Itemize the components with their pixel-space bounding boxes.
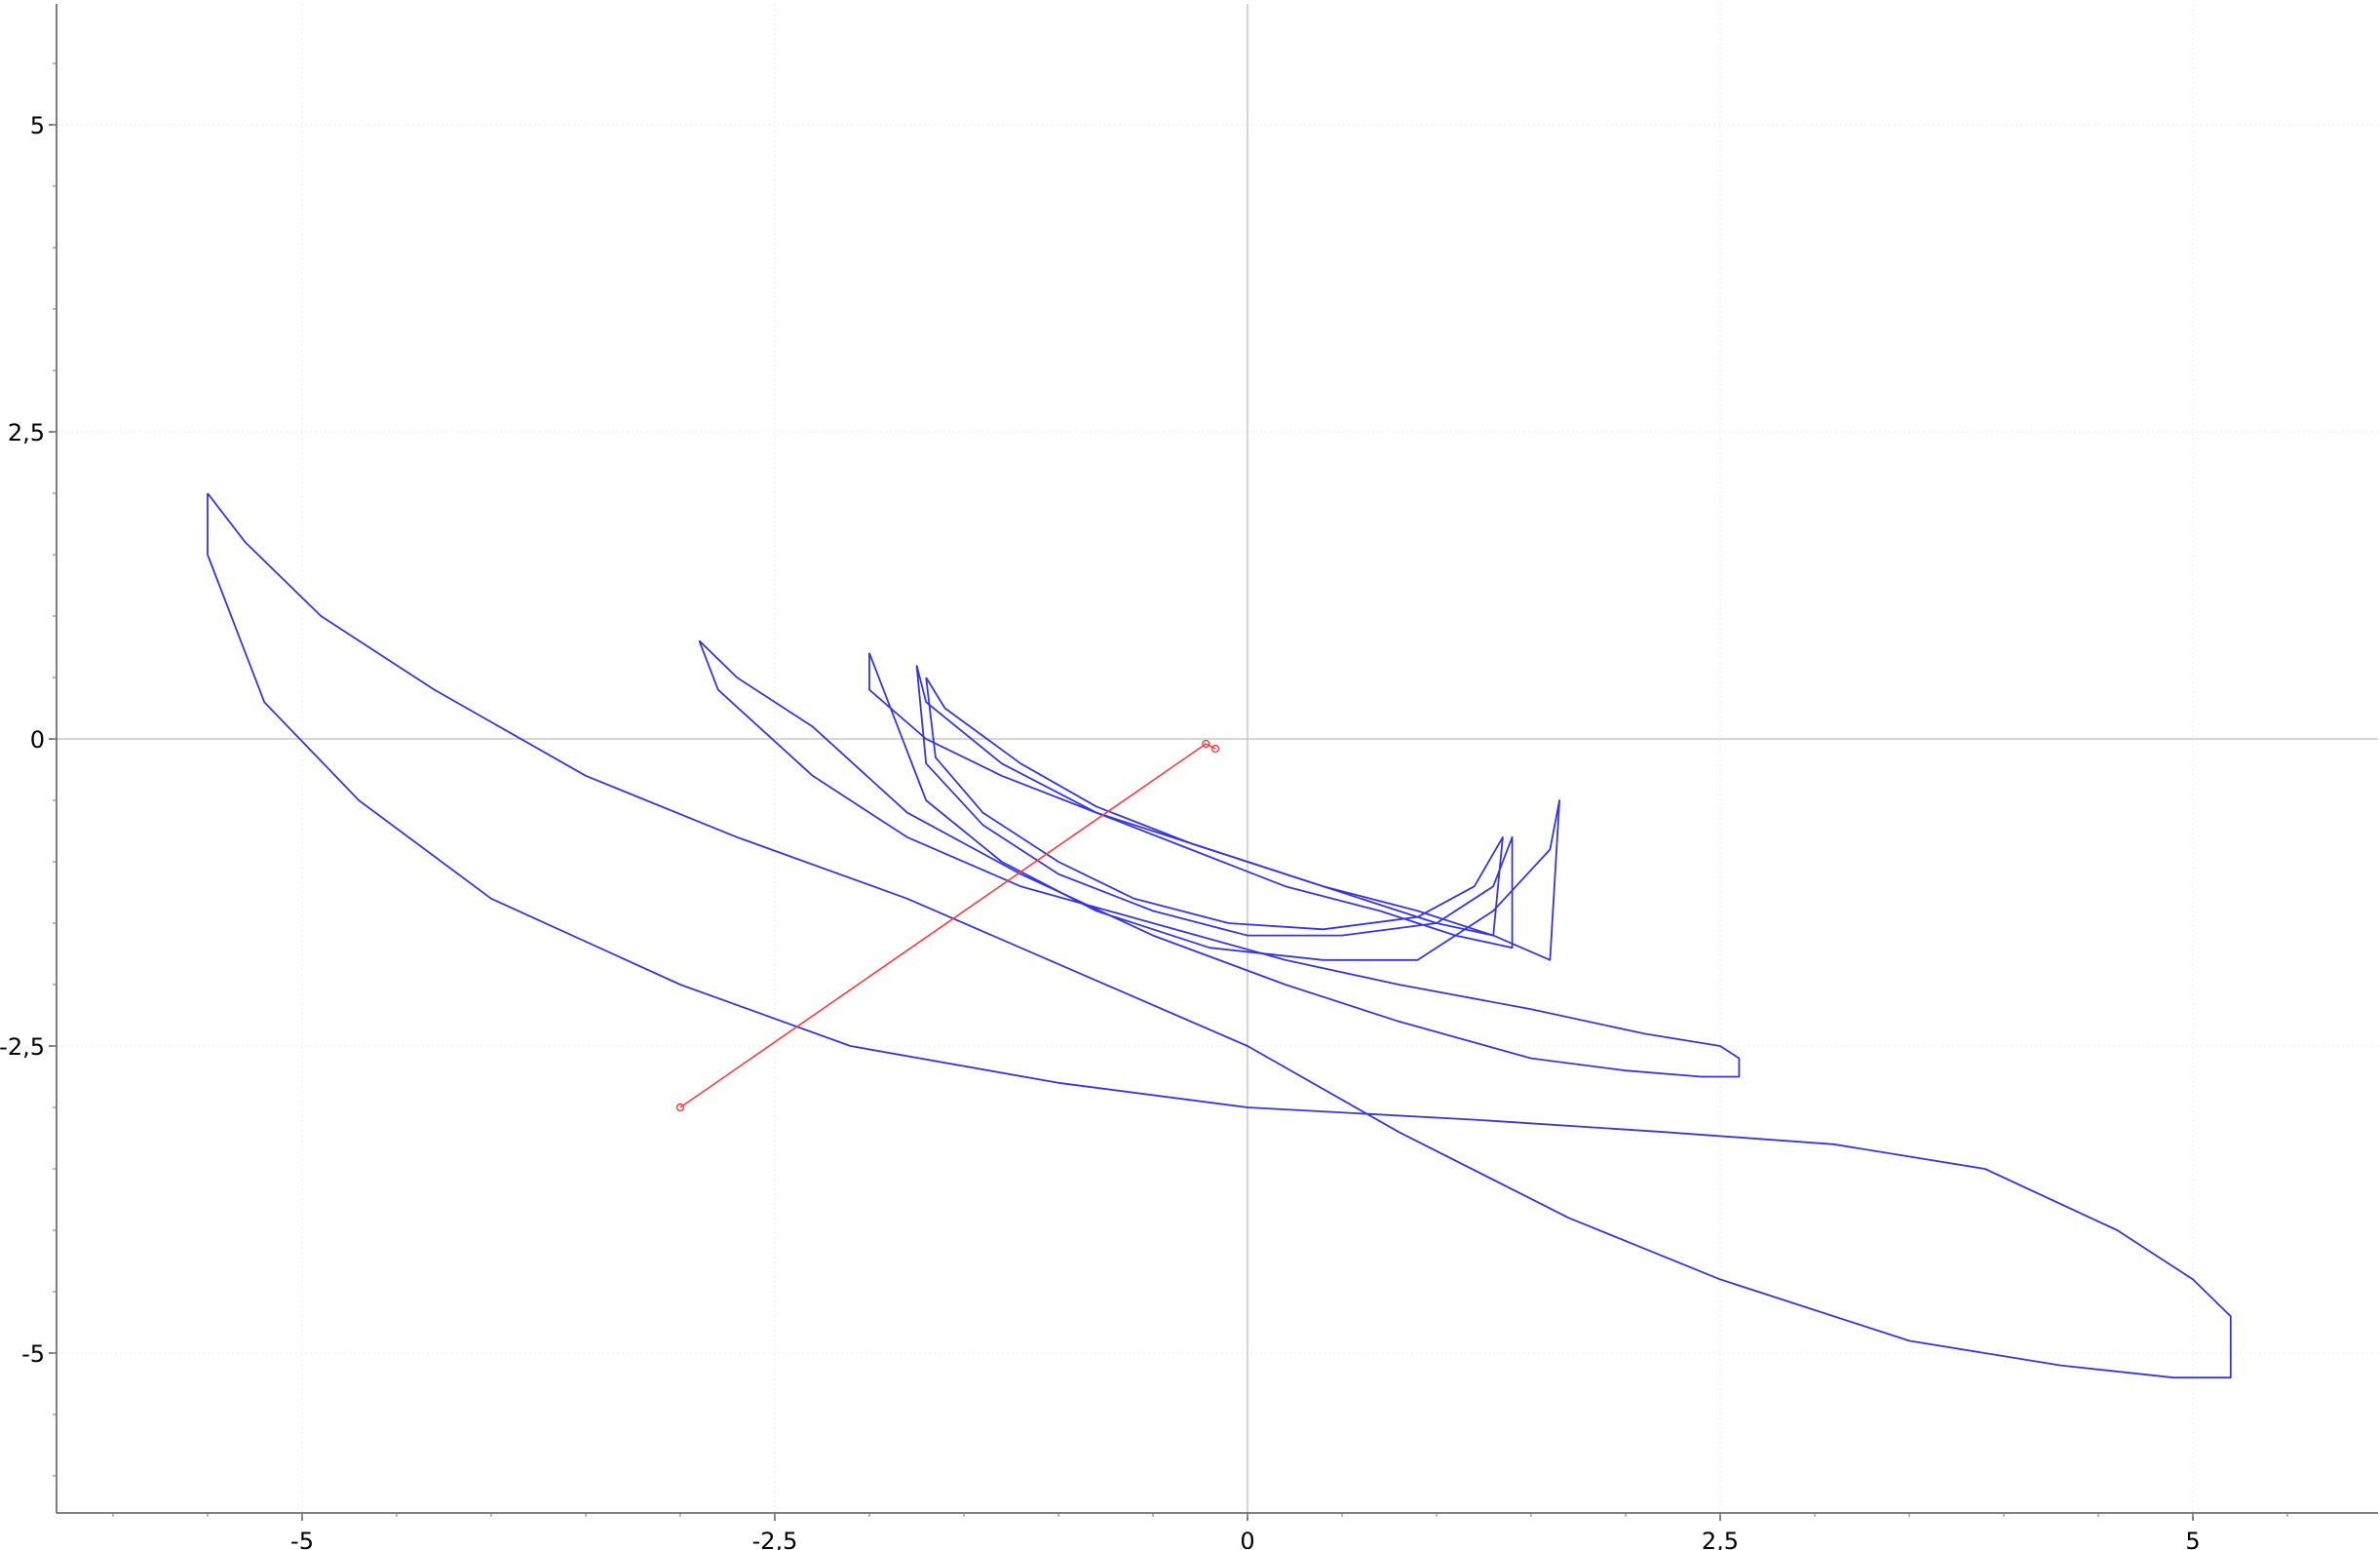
series-0-curve <box>207 492 2232 1379</box>
x-tick-label: -5 <box>290 1528 314 1550</box>
tick-labels: -5 -2,5 0 2,5 5 5 2,5 0 -2,5 -5 <box>0 112 2201 1550</box>
series-5-point <box>1210 744 1220 754</box>
zero-lines <box>57 4 2378 1513</box>
y-tick-label: 5 <box>30 112 45 139</box>
series-2-curve <box>868 652 1560 961</box>
series-3-curve <box>915 665 1514 949</box>
x-tick-label: -2,5 <box>752 1528 798 1550</box>
series-5-point <box>1202 739 1210 749</box>
x-tick-label: 2,5 <box>1702 1528 1739 1550</box>
y-tick-label: -2,5 <box>0 1033 45 1061</box>
series-5-line <box>679 743 1216 1108</box>
x-tick-label: 5 <box>2185 1528 2200 1550</box>
axes <box>49 4 2378 1521</box>
series-4-curve <box>925 677 1504 937</box>
series-1-curve <box>698 639 1741 1078</box>
x-tick-label: 0 <box>1240 1528 1254 1550</box>
y-tick-label: 2,5 <box>8 419 45 446</box>
grid-lines <box>57 4 2378 1513</box>
series-5-point <box>675 1103 685 1112</box>
y-tick-label: 0 <box>30 726 45 754</box>
y-tick-label: -5 <box>21 1340 45 1368</box>
series-layer <box>207 492 2232 1379</box>
